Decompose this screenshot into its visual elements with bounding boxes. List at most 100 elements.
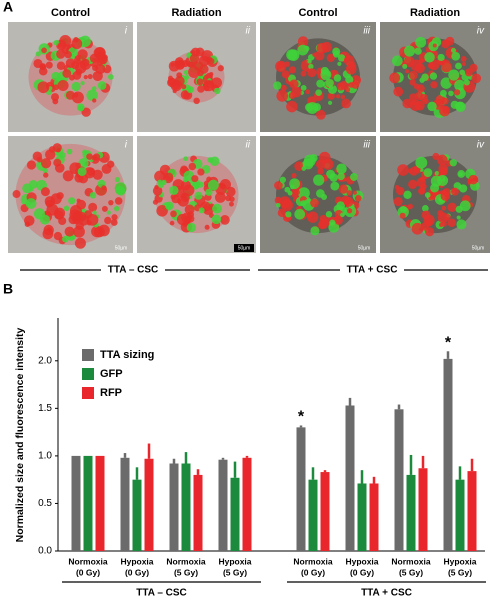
bar	[455, 479, 465, 551]
cell	[114, 197, 123, 205]
micrograph	[260, 136, 376, 253]
cell	[461, 61, 467, 67]
bar	[345, 405, 355, 551]
cell	[186, 86, 194, 94]
cell	[454, 79, 466, 91]
bar	[230, 477, 240, 551]
micrograph	[380, 22, 490, 132]
cell	[193, 97, 200, 105]
group-label: TTA + CSC	[347, 265, 398, 276]
cell	[53, 207, 66, 219]
legend-swatch	[82, 349, 94, 361]
cell	[182, 184, 195, 197]
cell	[188, 66, 200, 78]
scale-bar-label: 50µm	[115, 245, 128, 251]
cell	[77, 49, 88, 60]
cell	[327, 100, 333, 105]
cell	[424, 52, 435, 63]
cell	[65, 90, 75, 100]
cell	[53, 84, 60, 91]
bar	[320, 472, 330, 551]
cell	[217, 65, 224, 72]
cell	[40, 187, 50, 197]
cell	[165, 201, 174, 211]
cell	[39, 214, 50, 225]
x-tick-label: (0 Gy)	[76, 567, 100, 577]
group-label: TTA + CSC	[361, 588, 412, 599]
cell	[427, 62, 436, 70]
scale-bar-bg	[234, 244, 254, 252]
cell	[87, 73, 93, 80]
cell	[338, 184, 349, 194]
cell	[437, 53, 445, 62]
x-tick-label: (0 Gy)	[301, 567, 325, 577]
cell	[441, 39, 450, 49]
cell	[316, 42, 328, 54]
cell	[329, 173, 338, 182]
cell	[86, 89, 98, 101]
cell	[51, 93, 60, 102]
cell	[437, 210, 444, 217]
cell	[337, 172, 345, 181]
group-label: TTA – CSC	[108, 265, 159, 276]
cell	[47, 227, 52, 232]
cell	[415, 156, 428, 169]
cell	[455, 62, 462, 70]
cell	[76, 198, 81, 203]
cell	[410, 59, 422, 72]
cell	[63, 205, 70, 212]
cell	[281, 70, 290, 79]
cell	[437, 174, 449, 186]
cell	[325, 78, 334, 88]
cell	[156, 205, 168, 217]
cell	[181, 84, 187, 90]
cell	[459, 200, 471, 212]
cell	[407, 203, 414, 210]
cell	[389, 72, 401, 84]
x-tick-label: Normoxia	[293, 556, 332, 566]
cell	[432, 43, 437, 48]
micrograph	[137, 22, 256, 132]
cell	[77, 167, 87, 177]
cell	[169, 185, 179, 196]
cell	[88, 202, 98, 212]
y-tick-label: 0.0	[38, 546, 52, 557]
cell	[53, 158, 62, 167]
cell	[427, 101, 437, 112]
cell	[315, 159, 326, 170]
cell	[92, 210, 97, 215]
cell	[332, 47, 341, 56]
image-label: iii	[363, 140, 370, 151]
cell	[459, 69, 466, 76]
scale-bar-label: 50µm	[238, 245, 251, 251]
cell	[198, 207, 205, 214]
cell	[214, 192, 226, 203]
cell	[441, 106, 450, 114]
cell	[316, 189, 325, 198]
cell	[289, 79, 299, 89]
legend-label: GFP	[100, 368, 123, 380]
cell	[409, 79, 416, 86]
cell	[310, 198, 319, 208]
cell	[423, 168, 433, 177]
cell	[158, 182, 164, 189]
cell	[438, 222, 444, 228]
cell	[307, 68, 317, 78]
cell	[196, 78, 204, 86]
bar	[418, 468, 428, 551]
micrograph	[137, 136, 256, 253]
cell	[300, 70, 307, 77]
cell	[471, 73, 482, 84]
cell	[294, 189, 300, 196]
bar	[120, 457, 130, 551]
cell	[441, 97, 449, 105]
cell	[308, 63, 314, 70]
image-label: ii	[246, 26, 251, 37]
cell	[41, 47, 47, 54]
bar	[406, 474, 416, 551]
cell	[315, 89, 322, 97]
cell	[86, 153, 93, 160]
image-label: iv	[477, 26, 485, 37]
cell	[345, 75, 354, 84]
cell	[294, 208, 306, 220]
